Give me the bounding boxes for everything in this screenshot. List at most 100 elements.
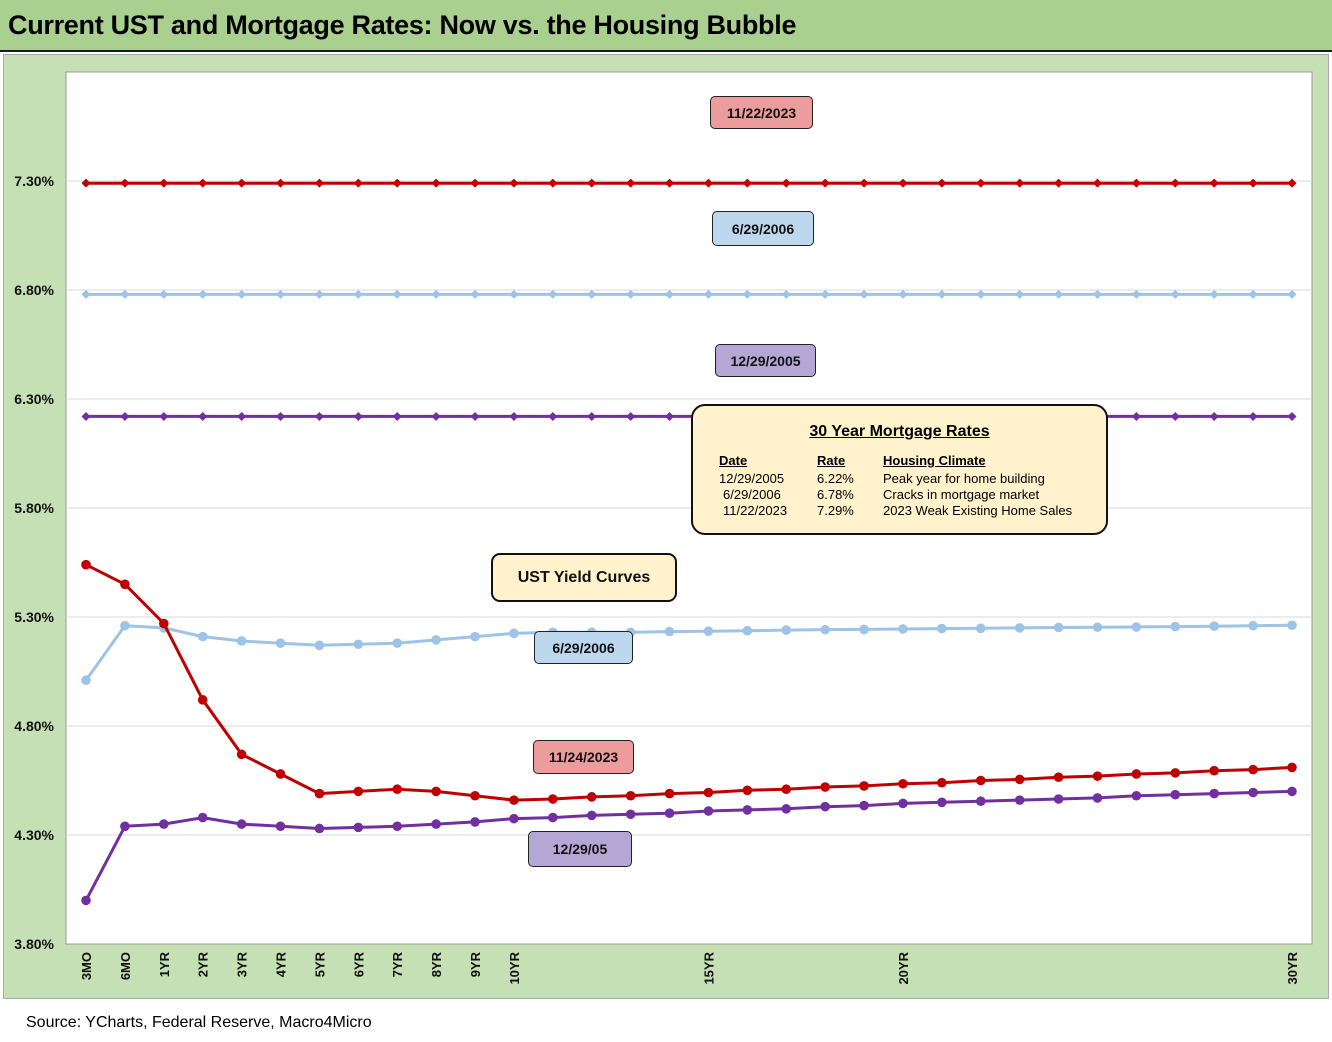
data-point (664, 808, 675, 818)
data-point (197, 695, 208, 705)
data-point (470, 790, 480, 801)
data-point (937, 777, 947, 788)
mortgage-row-date: 12/29/2005 (719, 471, 785, 486)
data-point (431, 786, 441, 797)
data-point (197, 631, 208, 642)
y-axis-labels: 3.80% 4.30% 4.80% 5.30% 5.80% 6.30% 6.80% 7.30% (14, 173, 54, 952)
data-point (548, 411, 558, 421)
data-point (859, 800, 869, 811)
data-point (742, 289, 752, 299)
data-point (1092, 771, 1103, 781)
data-point (937, 623, 947, 634)
x-tick-label: 10YR (507, 951, 522, 984)
data-point (1092, 622, 1103, 633)
data-point (1248, 289, 1258, 299)
data-point (976, 178, 986, 188)
data-point (1131, 790, 1142, 801)
data-point (159, 289, 169, 299)
data-point (1248, 764, 1258, 775)
y-tick-label: 3.80% (14, 936, 54, 952)
footer: Source: YCharts, Federal Reserve, Macro4… (0, 1000, 1332, 1042)
data-point (392, 638, 403, 648)
data-point (742, 785, 753, 796)
mortgage-header-rate: Rate (817, 453, 846, 468)
mortgage-row-climate: 2023 Weak Existing Home Sales (883, 503, 1073, 518)
data-point (898, 178, 908, 188)
data-point (392, 178, 402, 188)
data-point (1015, 178, 1025, 188)
data-point (431, 635, 441, 645)
data-point (859, 178, 869, 188)
data-point (1287, 762, 1297, 773)
data-point (548, 289, 558, 299)
data-point (276, 289, 286, 299)
y-tick-label: 5.80% (14, 500, 54, 516)
data-point (198, 411, 208, 421)
data-point (470, 411, 480, 421)
data-point (1053, 622, 1064, 633)
data-point (625, 809, 636, 820)
series-line (84, 623, 1293, 682)
data-point (859, 289, 869, 299)
data-point (353, 786, 364, 797)
data-point (781, 804, 792, 814)
data-point (314, 178, 324, 188)
data-point (742, 805, 753, 815)
y-tick-label: 6.80% (14, 282, 54, 298)
x-tick-label: 15YR (701, 951, 716, 984)
data-point (120, 579, 130, 590)
data-point (587, 289, 597, 299)
x-tick-label: 3YR (235, 951, 250, 977)
data-point (548, 794, 558, 804)
data-point (236, 749, 247, 760)
data-point (314, 640, 325, 651)
data-point (353, 411, 363, 421)
mortgage-row-date: 6/29/2006 (723, 487, 781, 502)
data-point (781, 625, 792, 635)
data-point (1287, 620, 1297, 631)
data-point (81, 559, 91, 570)
data-point (1170, 178, 1180, 188)
data-point (81, 895, 91, 906)
mortgage-row-climate: Cracks in mortgage market (883, 487, 1040, 502)
data-point (314, 788, 325, 799)
label-ust-2023: 11/24/2023 (533, 740, 634, 774)
data-point (781, 784, 792, 795)
data-point (120, 620, 130, 631)
data-point (1287, 411, 1297, 421)
series-5 (81, 786, 1297, 906)
x-tick-label: 30YR (1285, 951, 1300, 984)
data-point (509, 795, 519, 805)
data-point (237, 411, 247, 421)
data-point (314, 823, 325, 834)
data-point (898, 798, 908, 809)
data-point (392, 821, 403, 832)
y-tick-label: 4.30% (14, 827, 54, 843)
data-point (392, 784, 403, 795)
data-point (120, 289, 130, 299)
series-0 (81, 178, 1297, 188)
mortgage-table-title: 30 Year Mortgage Rates (809, 423, 990, 440)
data-point (276, 178, 286, 188)
data-point (1287, 786, 1297, 797)
data-point (1248, 787, 1258, 798)
mortgage-row-rate: 7.29% (817, 503, 854, 518)
data-point (1131, 289, 1141, 299)
y-tick-label: 5.30% (14, 609, 54, 625)
data-point (159, 819, 169, 829)
data-point (626, 289, 636, 299)
data-point (236, 636, 247, 646)
data-point (1131, 622, 1142, 632)
mortgage-row-rate: 6.78% (817, 487, 854, 502)
ust-yield-curves-label: UST Yield Curves (491, 553, 677, 602)
data-point (509, 411, 519, 421)
x-axis-labels: 3MO 6MO 1YR 2YR 3YR 4YR 5YR 6YR 7YR 8YR 9YR 10YR 15Y… (79, 951, 1300, 984)
data-point (937, 178, 947, 188)
data-point (1170, 789, 1181, 800)
data-point (742, 178, 752, 188)
data-point (548, 178, 558, 188)
data-point (81, 411, 91, 421)
line-chart: 3.80% 4.30% 4.80% 5.30% 5.80% 6.30% 6.80% 7.30%… (14, 71, 1313, 985)
mortgage-row-climate: Peak year for home building (883, 471, 1045, 486)
data-point (237, 289, 247, 299)
